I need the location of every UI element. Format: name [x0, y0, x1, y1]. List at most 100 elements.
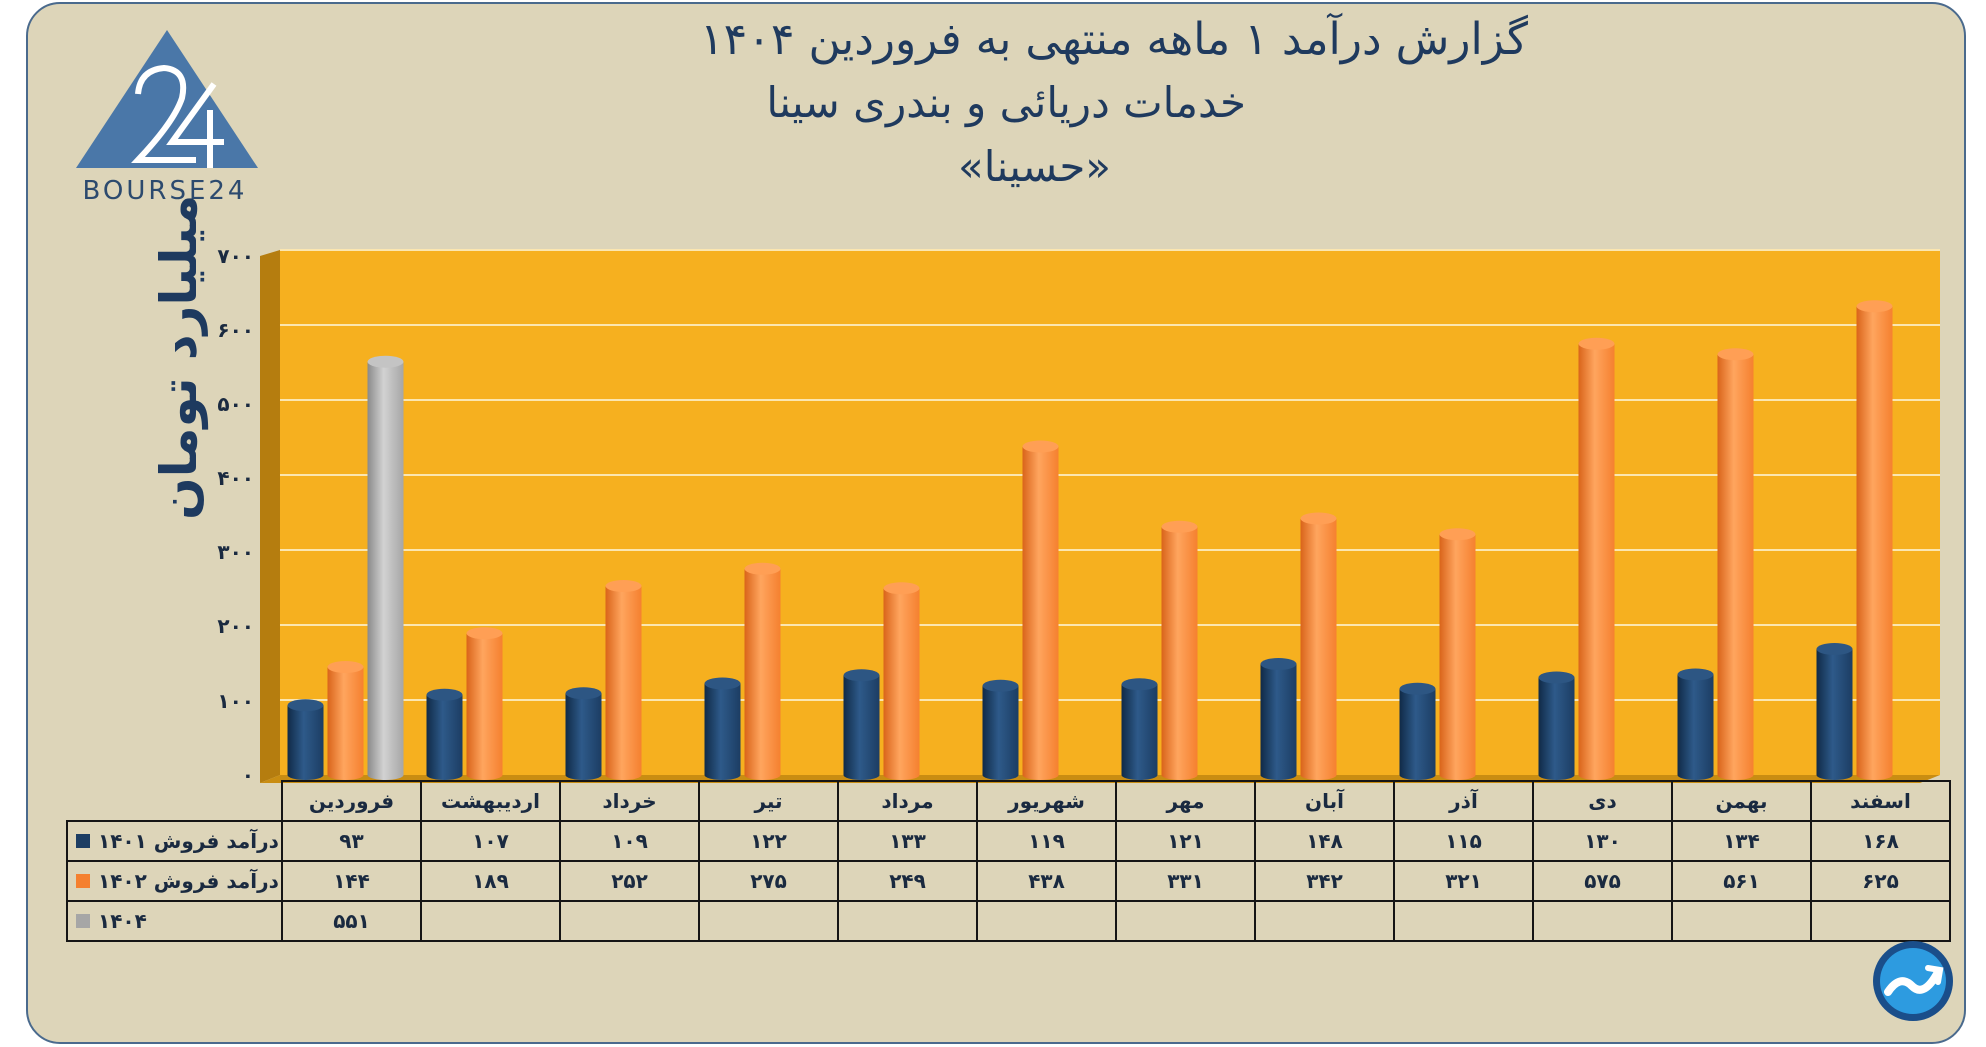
data-label	[1393, 900, 1534, 942]
data-table: فروردین اردیبهشت خرداد تیر مرداد شهریور …	[66, 780, 1951, 942]
data-label	[837, 900, 978, 942]
bar-1401-base	[1538, 770, 1575, 780]
bar-1402-base	[1717, 770, 1754, 780]
table-row-1402: درآمد فروش ۱۴۰۲ ۱۴۴ ۱۸۹ ۲۵۲ ۲۷۵ ۲۴۹ ۴۳۸ …	[66, 860, 1951, 902]
y-tick-label: ۳۰۰	[217, 540, 254, 564]
y-tick-label: ۴۰۰	[217, 466, 254, 490]
data-label: ۵۶۱	[1671, 860, 1812, 902]
data-label: ۱۲۱	[1115, 820, 1256, 862]
data-label: ۱۰۹	[559, 820, 700, 862]
bar-1401	[1816, 649, 1853, 775]
data-label: ۳۴۲	[1254, 860, 1395, 902]
data-label	[976, 900, 1117, 942]
category-label: خرداد	[559, 780, 700, 822]
bar-1402	[1022, 446, 1059, 775]
data-label: ۱۳۳	[837, 820, 978, 862]
bar-1402	[466, 633, 503, 775]
plot-side-wall	[260, 250, 280, 783]
data-label	[1532, 900, 1673, 942]
bar-1401-base	[1399, 770, 1436, 780]
bar-1402-base	[466, 770, 503, 780]
category-label: فروردین	[281, 780, 422, 822]
legend-swatch-1401	[76, 834, 90, 848]
bar-1404	[367, 361, 404, 775]
bar-1402-base	[1856, 770, 1893, 780]
y-tick-label: ۰	[241, 763, 254, 787]
bar-1401-cap	[843, 669, 880, 682]
bar-1401	[1677, 674, 1714, 775]
trend-chart-icon	[1873, 941, 1953, 1021]
bar-1401-base	[704, 770, 741, 780]
bar-1402	[327, 667, 364, 775]
chart-title: گزارش درآمد ۱ ماهه منتهی به فروردین ۱۴۰۴	[699, 14, 1528, 65]
bar-1402	[1578, 343, 1615, 775]
bar-1402-cap	[466, 627, 503, 640]
bar-1402	[605, 586, 642, 775]
data-label: ۳۲۱	[1393, 860, 1534, 902]
logo-text: BOURSE24	[82, 176, 248, 206]
bar-1401	[565, 693, 602, 775]
bar-1404-base	[367, 770, 404, 780]
bar-1402-cap	[605, 580, 642, 592]
legend-swatch-1402	[76, 874, 90, 888]
bar-1401-base	[1816, 770, 1853, 780]
bar-1402-cap	[327, 661, 364, 673]
data-label: ۱۴۸	[1254, 820, 1395, 862]
bar-1402	[1439, 534, 1476, 775]
bar-1401	[1538, 677, 1575, 775]
bar-1401	[1399, 688, 1436, 775]
data-label: ۳۳۱	[1115, 860, 1256, 902]
table-row-1404: ۱۴۰۴ ۵۵۱	[66, 900, 1951, 942]
data-label	[1115, 900, 1256, 942]
bar-1402	[883, 588, 920, 775]
data-label: ۹۳	[281, 820, 422, 862]
bar-1402	[1300, 518, 1337, 775]
bar-1402-base	[327, 770, 364, 780]
bar-1402-cap	[1578, 337, 1615, 350]
bar-1401-base	[1260, 770, 1297, 780]
bar-1401-base	[287, 770, 324, 780]
bar-1401-cap	[704, 677, 741, 690]
bar-1402-cap	[1856, 300, 1893, 313]
table-row-1401: درآمد فروش ۱۴۰۱ ۹۳ ۱۰۷ ۱۰۹ ۱۲۲ ۱۳۳ ۱۱۹ ۱…	[66, 820, 1951, 862]
y-tick-label: ۵۰۰	[217, 392, 254, 416]
bar-1402-base	[1578, 770, 1615, 780]
bar-1402-base	[605, 770, 642, 780]
bar-1401	[426, 694, 463, 775]
bar-1401-base	[565, 770, 602, 780]
data-label	[1810, 900, 1951, 942]
bar-1402-cap	[1022, 440, 1059, 453]
bar-1401-base	[1121, 770, 1158, 780]
bar-1402-base	[883, 770, 920, 780]
legend-1402: درآمد فروش ۱۴۰۲	[66, 860, 283, 902]
bar-1402-base	[744, 770, 781, 780]
data-label	[420, 900, 561, 942]
bar-1401-cap	[287, 699, 324, 712]
bar-1402-cap	[744, 562, 781, 575]
bar-1402-cap	[1717, 348, 1754, 361]
data-label: ۴۳۸	[976, 860, 1117, 902]
bar-1401-base	[982, 770, 1019, 780]
bar-1402-cap	[1300, 512, 1337, 525]
category-label: شهریور	[976, 780, 1117, 822]
table-corner	[67, 781, 282, 821]
bar-1401-cap	[1816, 643, 1853, 655]
bar-1401	[982, 685, 1019, 775]
series-name: ۱۴۰۴	[98, 909, 147, 933]
bar-1401-base	[426, 770, 463, 780]
bar-1401	[843, 675, 880, 775]
bar-chart	[260, 249, 1940, 783]
data-label: ۵۵۱	[281, 900, 422, 942]
data-label: ۱۲۲	[698, 820, 839, 862]
bar-1402-base	[1161, 770, 1198, 780]
data-label: ۱۶۸	[1810, 820, 1951, 862]
table-header-row: فروردین اردیبهشت خرداد تیر مرداد شهریور …	[67, 780, 1951, 822]
data-label: ۵۷۵	[1532, 860, 1673, 902]
y-tick-label: ۶۰۰	[217, 318, 254, 342]
bar-1401-cap	[426, 688, 463, 701]
data-label: ۶۲۵	[1810, 860, 1951, 902]
legend-1404: ۱۴۰۴	[66, 900, 283, 942]
bar-1402-cap	[883, 582, 920, 595]
y-tick-label: ۱۰۰	[217, 689, 254, 713]
bar-1402	[1856, 306, 1893, 775]
